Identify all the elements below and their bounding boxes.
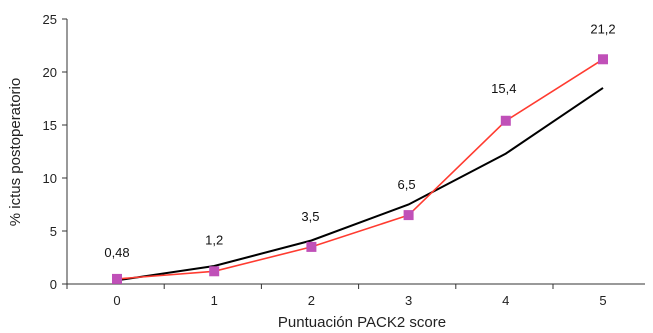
y-tick-label: 5: [50, 224, 57, 239]
data-label: 21,2: [590, 21, 615, 36]
ticks: 0 5 10 15 20 25 0 1 2 3 4 5: [43, 12, 607, 308]
data-labels: 0,48 1,2 3,5 6,5 15,4 21,2: [104, 21, 615, 260]
data-label: 6,5: [398, 177, 416, 192]
trend-line: [116, 87, 604, 282]
x-tick-label: 4: [502, 293, 509, 308]
data-label: 15,4: [491, 81, 516, 96]
x-tick-label: 5: [599, 293, 606, 308]
y-tick-label: 10: [43, 171, 57, 186]
y-tick-label: 0: [50, 277, 57, 292]
data-point-marker: [306, 241, 317, 252]
x-tick-label: 1: [211, 293, 218, 308]
data-label: 3,5: [301, 209, 319, 224]
x-tick-label: 0: [113, 293, 120, 308]
data-label: 0,48: [104, 245, 129, 260]
data-point-marker: [500, 115, 511, 126]
data-point-marker: [403, 210, 414, 221]
series: [112, 54, 608, 284]
y-axis-title: % ictus postoperatorio: [7, 78, 24, 226]
data-label: 1,2: [205, 232, 223, 247]
axes: [66, 19, 645, 285]
data-point-marker: [598, 54, 608, 65]
observed-line: [116, 58, 604, 280]
y-tick-label: 20: [43, 65, 57, 80]
x-tick-label: 2: [308, 293, 315, 308]
x-tick-label: 3: [405, 293, 412, 308]
x-axis-title: Puntuación PACK2 score: [278, 314, 446, 331]
y-tick-label: 15: [43, 118, 57, 133]
data-point-marker: [112, 273, 122, 284]
y-tick-label: 25: [43, 12, 57, 27]
data-point-marker: [209, 266, 220, 277]
